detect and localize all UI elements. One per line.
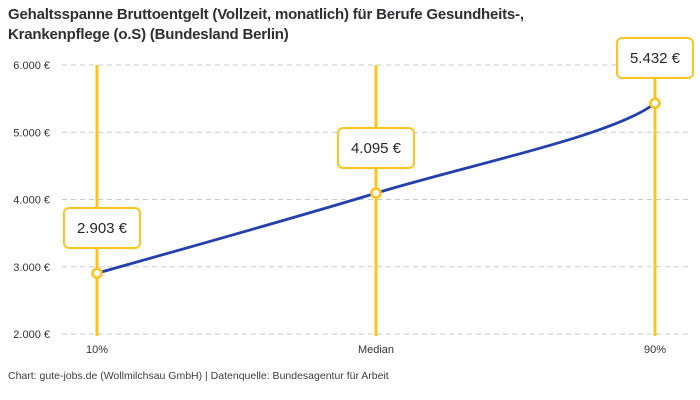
chart-title: Gehaltsspanne Bruttoentgelt (Vollzeit, m…: [8, 5, 524, 45]
y-axis-tick-label: 4.000 €: [13, 195, 50, 207]
value-label-box: 4.095 €: [337, 127, 415, 170]
x-axis-tick-label: 90%: [644, 344, 666, 356]
data-point-marker: [91, 267, 103, 280]
value-label-box: 2.903 €: [63, 207, 141, 250]
data-point-marker: [649, 97, 661, 109]
y-axis-tick-label: 2.000 €: [13, 329, 50, 341]
chart-title-line-2: Krankenpflege (o.S) (Bundesland Berlin): [8, 26, 289, 43]
y-axis-tick-label: 6.000 €: [13, 60, 50, 72]
x-axis-tick-label: Median: [358, 344, 394, 356]
value-label-box: 5.432 €: [616, 37, 694, 80]
attribution-text: Chart: gute-jobs.de (Wollmilchsau GmbH) …: [8, 370, 389, 382]
y-axis-tick-label: 3.000 €: [13, 262, 50, 274]
data-point-marker: [370, 187, 382, 199]
chart-title-line-1: Gehaltsspanne Bruttoentgelt (Vollzeit, m…: [8, 6, 524, 23]
y-axis-tick-label: 5.000 €: [13, 127, 50, 139]
x-axis-tick-label: 10%: [86, 344, 108, 356]
